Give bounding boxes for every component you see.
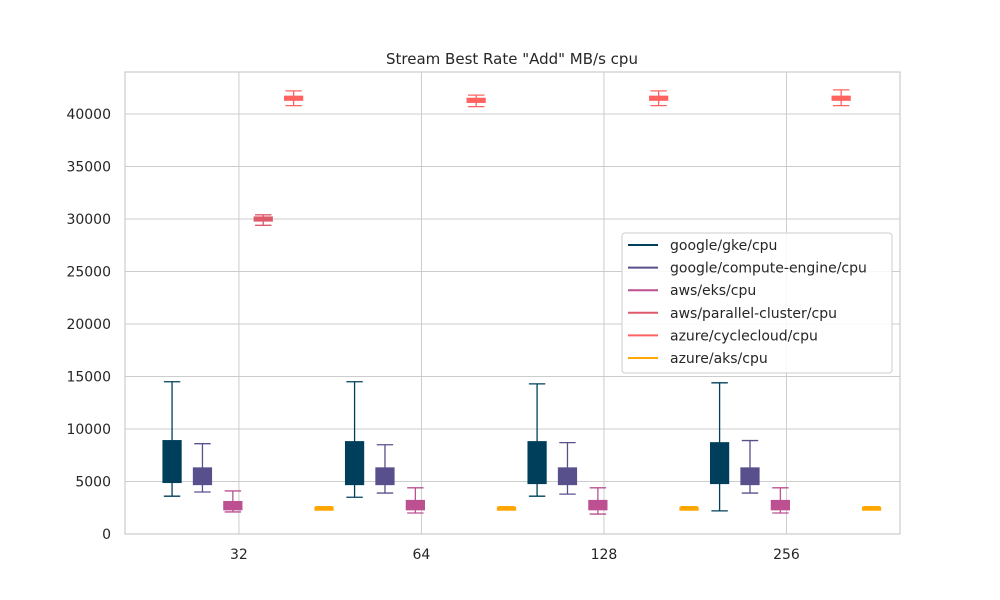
y-tick-label: 20000: [66, 317, 111, 333]
legend-label: azure/aks/cpu: [670, 351, 768, 367]
box-plot: [588, 487, 608, 515]
y-tick-label: 15000: [66, 370, 111, 386]
box-plot: [253, 214, 273, 226]
box-plot: [405, 487, 425, 514]
plot-frame: [124, 71, 901, 535]
box: [405, 499, 425, 511]
box-plot: [679, 506, 699, 511]
legend-label: aws/eks/cpu: [670, 283, 756, 299]
legend-item: aws/parallel-cluster/cpu: [628, 306, 837, 322]
box-plot: [375, 444, 395, 494]
box-plot: [527, 383, 547, 497]
box-plot: [466, 94, 486, 108]
box-plot: [770, 487, 791, 514]
box: [588, 499, 608, 511]
box-plot: [314, 506, 334, 511]
box: [709, 442, 730, 485]
y-tick-label: 10000: [66, 422, 111, 438]
box-plot: [740, 439, 760, 494]
legend-item: google/gke/cpu: [628, 238, 777, 254]
box-plot: [496, 506, 517, 511]
box-plot: [192, 443, 213, 493]
legend-item: azure/aks/cpu: [628, 351, 768, 367]
x-tick-label: 256: [773, 547, 800, 563]
x-tick-label: 64: [413, 547, 431, 563]
y-tick-label: 40000: [66, 107, 111, 123]
y-tick-label: 25000: [66, 265, 111, 281]
legend-item: aws/eks/cpu: [628, 283, 756, 299]
y-tick-label: 0: [102, 527, 111, 543]
box-plot: [284, 90, 304, 107]
box: [740, 467, 760, 486]
box: [527, 441, 547, 485]
legend-item: azure/cyclecloud/cpu: [628, 328, 818, 344]
box-plot: [709, 382, 730, 512]
box-plots: [162, 89, 882, 515]
legend-box: [621, 232, 893, 374]
legend-item: google/compute-engine/cpu: [628, 261, 867, 277]
legend-label: aws/parallel-cluster/cpu: [670, 306, 837, 322]
x-tick-label: 128: [591, 547, 618, 563]
box-plot: [831, 89, 851, 107]
box: [344, 441, 365, 486]
box-plot: [223, 490, 243, 513]
box-plot: [861, 506, 882, 511]
box: [162, 440, 182, 484]
box: [375, 467, 395, 486]
legend-label: google/gke/cpu: [670, 238, 777, 254]
box-plot: [557, 441, 578, 495]
y-tick-label: 30000: [66, 212, 111, 228]
legend-label: azure/cyclecloud/cpu: [670, 328, 818, 344]
x-axis-ticks: 32 64 128 256: [230, 547, 800, 563]
box: [223, 500, 243, 511]
box-plot: [649, 90, 669, 107]
y-axis-ticks: 0 5000 10000 15000 20000 25000 30000 35000 40000: [66, 107, 111, 543]
x-tick-label: 32: [230, 547, 248, 563]
y-tick-label: 5000: [75, 475, 111, 491]
box-plot: [162, 381, 182, 497]
box: [770, 499, 791, 511]
legend: google/gke/cpu google/compute-engine/cpu a…: [621, 232, 893, 374]
box: [192, 467, 213, 486]
box-plot: [344, 381, 365, 498]
y-tick-label: 35000: [66, 160, 111, 176]
chart-title: Stream Best Rate "Add" MB/s cpu: [386, 50, 638, 68]
legend-label: google/compute-engine/cpu: [670, 261, 867, 277]
box: [557, 467, 578, 486]
